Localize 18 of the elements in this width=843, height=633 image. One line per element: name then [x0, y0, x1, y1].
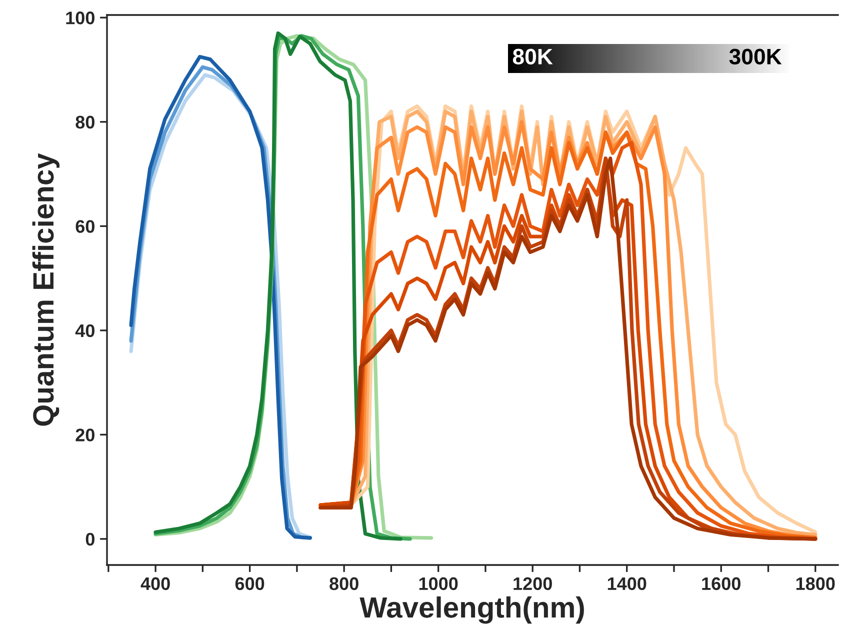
- y-axis-title: Quantum Efficiency: [32, 153, 60, 426]
- annotation: 80K: [512, 48, 553, 64]
- x-tick-label: 400: [140, 577, 170, 590]
- annotation: 300K: [729, 48, 782, 64]
- x-tick-label: 1600: [702, 577, 740, 590]
- x-tick-label: 800: [330, 577, 358, 590]
- x-tick-label: 1800: [796, 577, 835, 590]
- x-tick-label: 1000: [419, 577, 458, 590]
- x-tick-label: 1200: [514, 577, 552, 590]
- x-tick-label: 1400: [608, 577, 646, 590]
- y-tick-label: 100: [66, 12, 94, 24]
- x-axis-title: Wavelength(nm): [360, 596, 584, 624]
- y-tick-label: 80: [76, 116, 94, 129]
- y-tick-label: 0: [86, 532, 94, 546]
- y-tick-label: 60: [76, 220, 94, 233]
- y-tick-label: 40: [75, 324, 94, 338]
- y-tick-label: 20: [76, 428, 94, 442]
- x-tick-label: 600: [235, 577, 264, 590]
